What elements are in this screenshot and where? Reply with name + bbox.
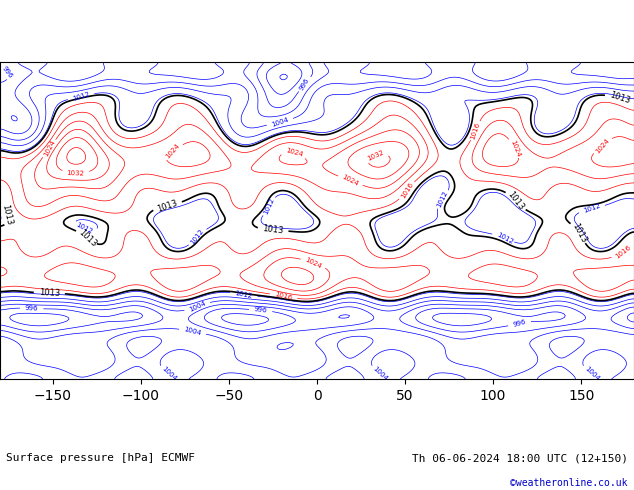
Text: 996: 996 [299,77,311,92]
Text: 1012: 1012 [436,190,450,209]
Text: 1024: 1024 [594,137,611,154]
Text: 1012: 1012 [235,290,253,299]
Text: 1004: 1004 [583,366,600,382]
Text: 996: 996 [254,306,268,314]
Text: 1012: 1012 [72,91,91,102]
Text: 1024: 1024 [164,143,181,160]
Text: 1013: 1013 [1,203,14,226]
Text: 1012: 1012 [582,203,601,215]
Text: 1013: 1013 [505,190,526,212]
Text: 1024: 1024 [509,139,521,158]
Text: 1024: 1024 [341,174,359,187]
Text: 1013: 1013 [609,91,631,106]
Text: 1024: 1024 [304,256,323,270]
Text: 1016: 1016 [614,244,632,260]
Text: 1024: 1024 [42,139,56,158]
Text: 1024: 1024 [285,147,304,158]
Text: 1016: 1016 [274,291,293,301]
Text: 1012: 1012 [75,221,94,235]
Text: 996: 996 [512,319,527,328]
Text: 1032: 1032 [67,170,85,176]
Text: 1032: 1032 [366,149,384,162]
Text: 1004: 1004 [372,366,389,382]
Text: 1016: 1016 [470,121,481,140]
Text: 1013: 1013 [156,198,179,214]
Text: 1012: 1012 [190,228,205,246]
Text: 1012: 1012 [496,231,514,245]
Text: Th 06-06-2024 18:00 UTC (12+150): Th 06-06-2024 18:00 UTC (12+150) [411,453,628,463]
Text: 1012: 1012 [263,197,276,216]
Text: 1004: 1004 [188,300,207,313]
Text: 1013: 1013 [262,224,284,236]
Text: 1013: 1013 [39,288,60,298]
Text: 1013: 1013 [77,228,99,248]
Text: 996: 996 [1,65,13,79]
Text: 996: 996 [25,305,39,312]
Text: ©weatheronline.co.uk: ©weatheronline.co.uk [510,478,628,488]
Text: 1004: 1004 [271,116,290,128]
Text: 1004: 1004 [183,326,202,337]
Text: 1016: 1016 [399,181,414,200]
Text: Surface pressure [hPa] ECMWF: Surface pressure [hPa] ECMWF [6,453,195,463]
Text: 1013: 1013 [571,221,588,245]
Text: 1004: 1004 [160,366,178,382]
